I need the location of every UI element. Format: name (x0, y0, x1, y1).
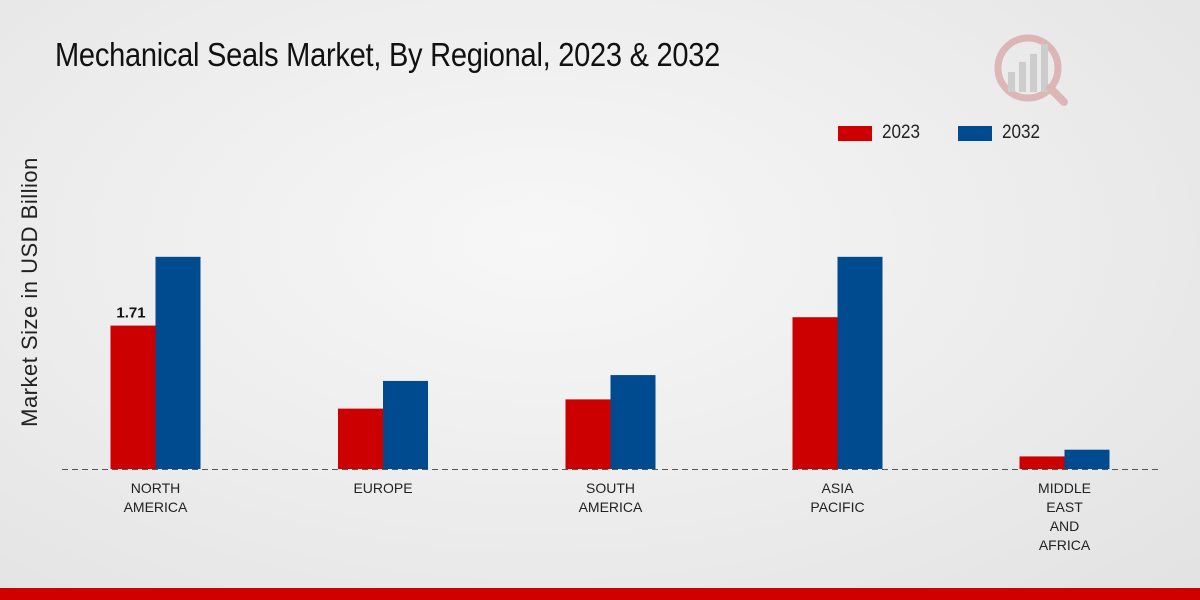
x-tick-label: MIDDLE EAST AND AFRICA (1038, 480, 1091, 553)
legend: 2023 2032 (838, 122, 1079, 144)
footer-accent-bar (0, 588, 1200, 600)
bar-2032-europe (383, 380, 428, 469)
legend-label-2032: 2032 (1002, 122, 1041, 143)
bar-2032-asia-pacific (837, 256, 883, 469)
x-tick-label: SOUTH AMERICA (579, 480, 643, 515)
legend-item-2032: 2032 (958, 122, 1044, 144)
bar-2032-north-america (155, 256, 201, 469)
chart-title: Mechanical Seals Market, By Regional, 20… (55, 36, 721, 73)
legend-swatch-2023 (838, 125, 872, 141)
bar-2023-europe (338, 408, 383, 469)
legend-item-2023: 2023 (838, 122, 924, 144)
bar-2032-middle-east-and-africa (1064, 449, 1110, 469)
legend-label-2023: 2023 (882, 122, 921, 143)
bar-2023-asia-pacific (792, 317, 838, 469)
bars-group (110, 256, 1110, 469)
bar-2023-south-america (565, 399, 611, 469)
bar-2023-middle-east-and-africa (1019, 456, 1065, 469)
bar-2032-south-america (610, 375, 656, 469)
labels-group: NORTH AMERICA EUROPE SOUTH AMERICA ASIA PACIFI… (116, 305, 1091, 553)
x-tick-label: ASIA PACIFIC (810, 480, 864, 515)
legend-swatch-2032 (958, 125, 993, 141)
bar-2023-north-america (110, 325, 156, 469)
x-tick-label: NORTH AMERICA (124, 480, 188, 515)
data-label-2023-0: 1.71 (116, 305, 145, 322)
brand-logo-icon (994, 34, 1068, 106)
x-tick-label: EUROPE (353, 480, 412, 496)
